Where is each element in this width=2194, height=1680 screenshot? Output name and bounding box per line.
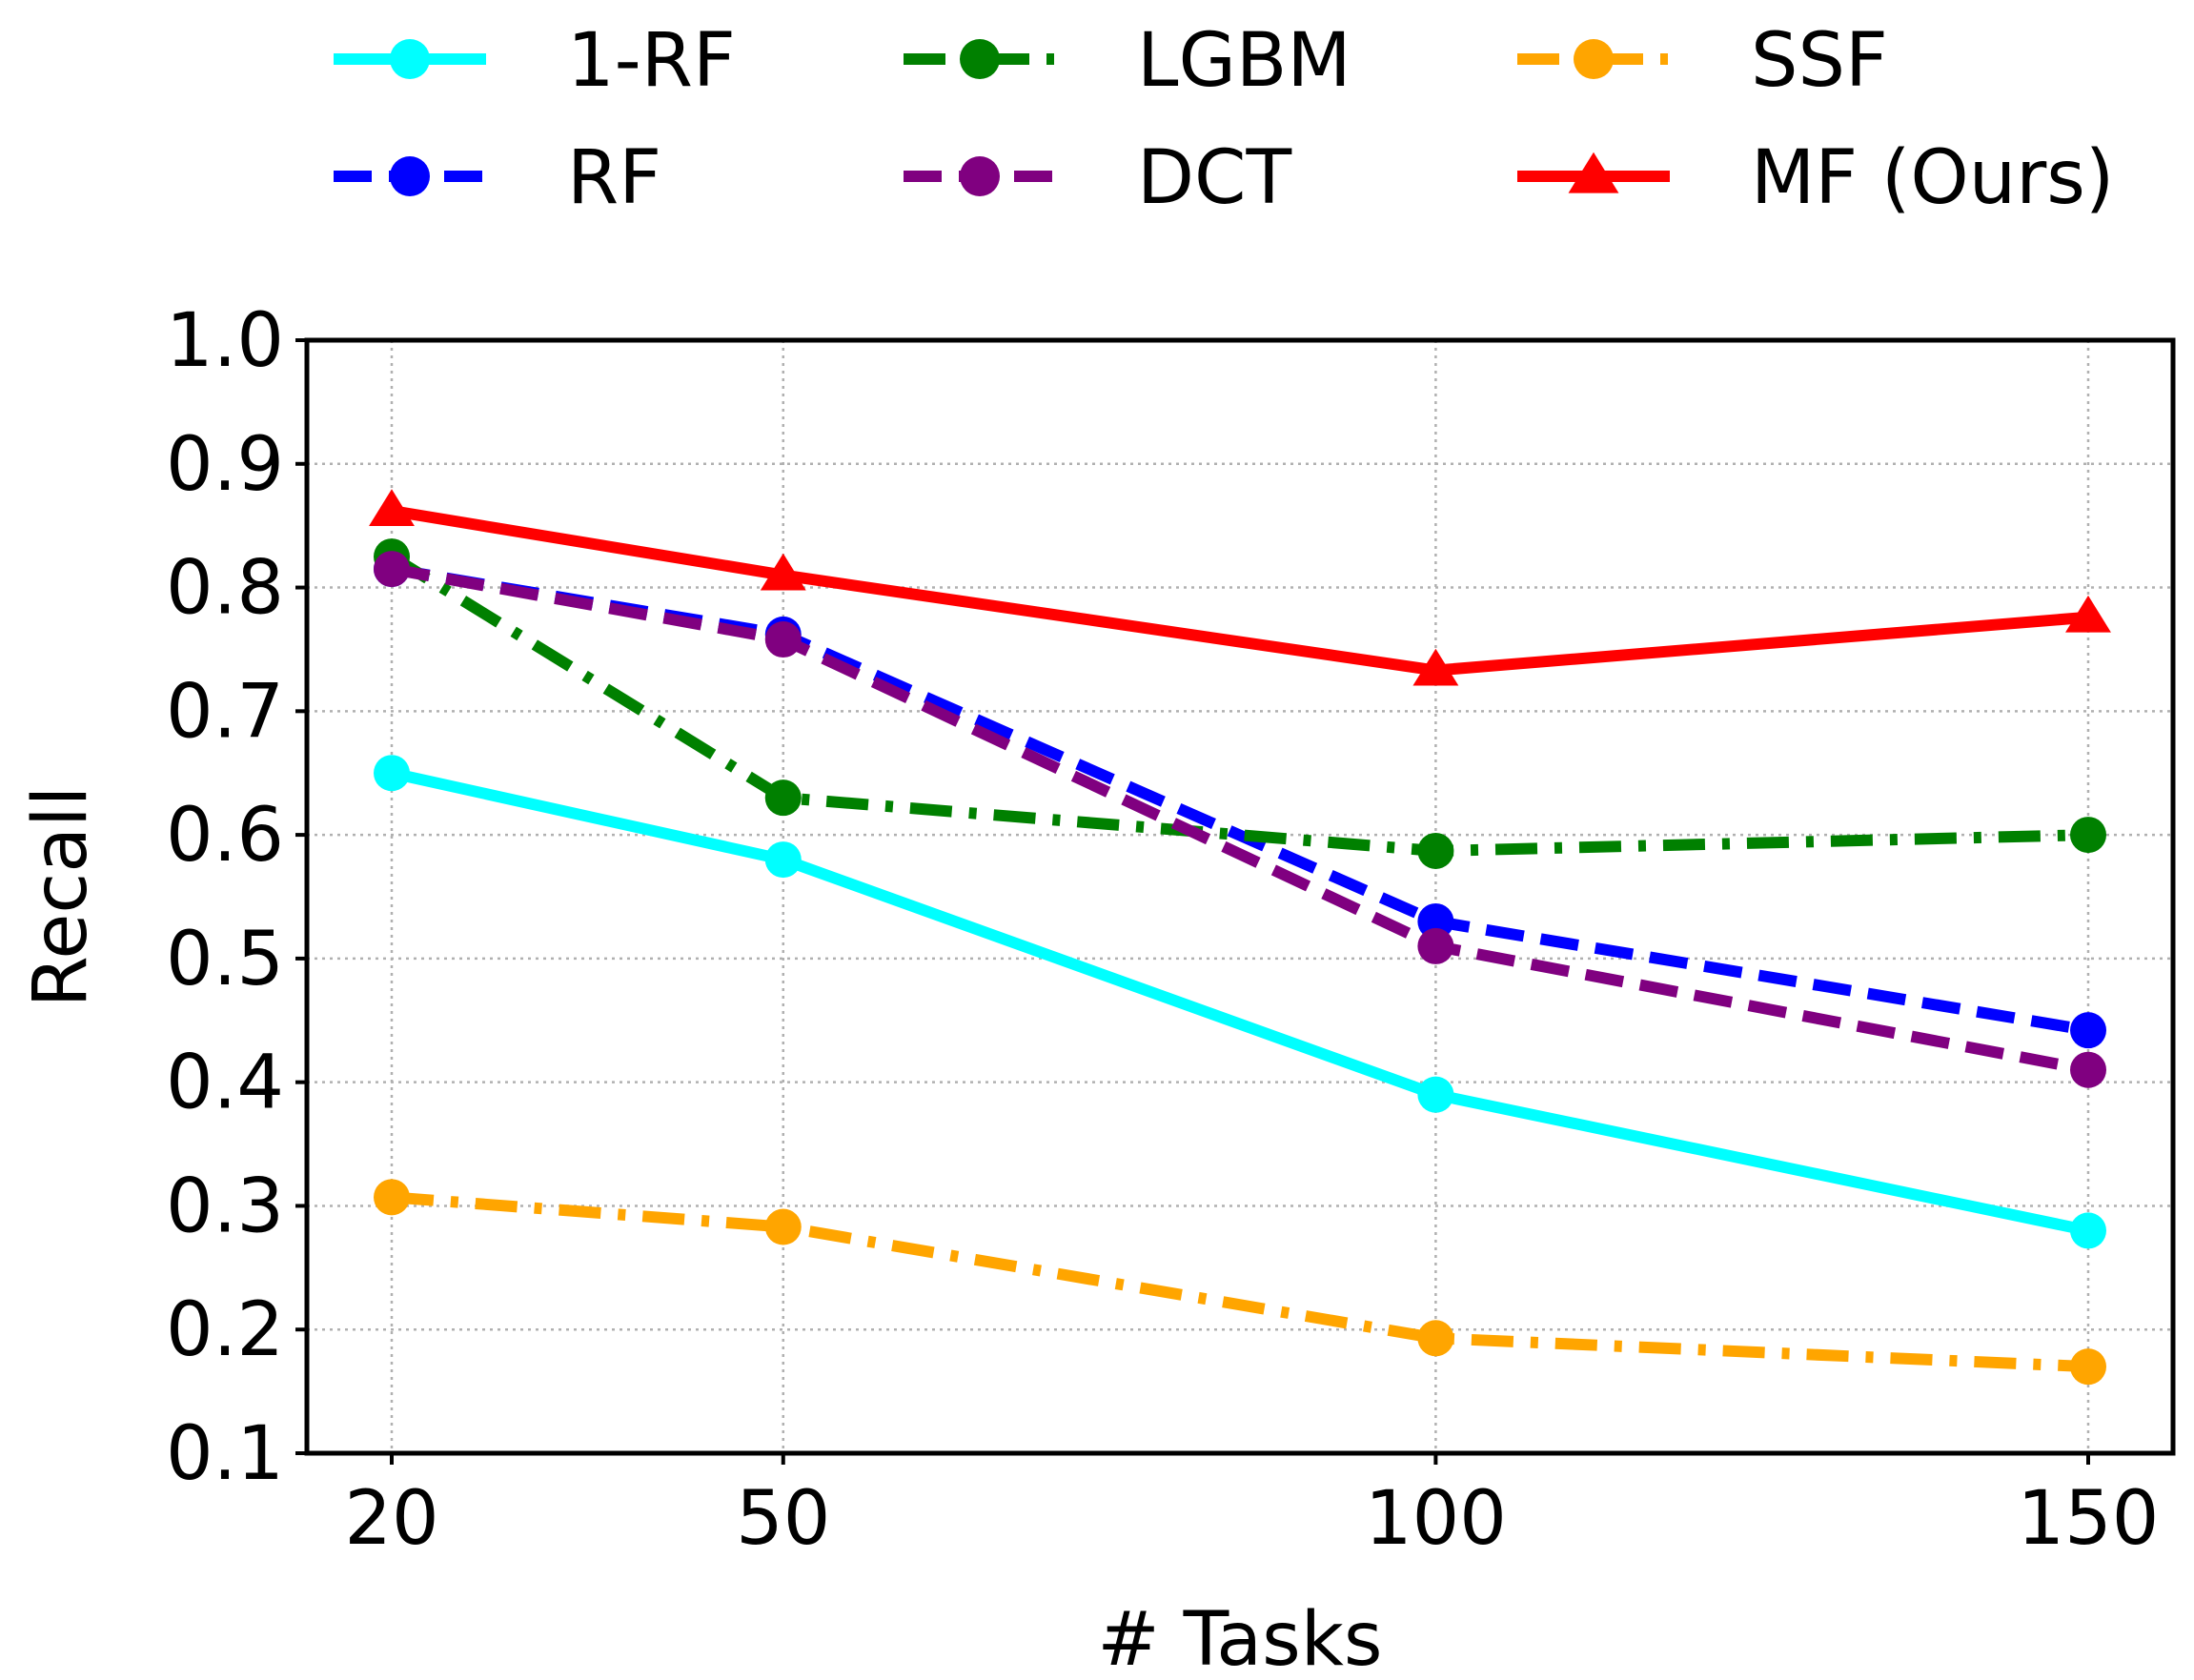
series-line-1-rf [390, 767, 2090, 1237]
data-point-mf-ours [2065, 595, 2111, 633]
x-tick-label: 50 [736, 1476, 830, 1562]
data-point-ssf [1417, 1320, 1454, 1357]
y-tick-label: 0.4 [166, 1041, 284, 1126]
data-point-rf [2070, 1012, 2106, 1049]
data-point-dct [374, 551, 410, 588]
y-tick-label: 0.7 [166, 669, 284, 755]
legend-item-1-rf: 1-RF [334, 18, 736, 104]
data-point-ssf [2070, 1348, 2106, 1386]
y-tick-label: 0.6 [166, 793, 284, 879]
legend-label-dct: DCT [1137, 135, 1292, 221]
y-tick-label: 0.5 [166, 917, 284, 1002]
data-point-dct [764, 621, 802, 658]
data-point-rf [1417, 902, 1454, 940]
series-layer [369, 489, 2111, 1386]
data-point-dct [2070, 1051, 2106, 1088]
legend-item-rf: RF [334, 135, 661, 221]
data-point-ssf [764, 1208, 802, 1245]
series-dct [374, 551, 2106, 1088]
y-tick-label: 0.9 [166, 422, 284, 508]
series-ssf [374, 1179, 2106, 1386]
legend-marker-dct [960, 156, 1000, 196]
x-tick-label: 100 [1365, 1476, 1507, 1562]
data-point-mf-ours [1412, 648, 1459, 686]
data-point-1-rf [1417, 1076, 1454, 1113]
legend-label-mf-ours: MF (Ours) [1751, 135, 2114, 221]
legend-marker-ssf [1574, 39, 1614, 79]
data-point-mf-ours [369, 489, 415, 527]
data-point-mf-ours [760, 553, 806, 591]
y-tick-label: 0.8 [166, 546, 284, 632]
series-line-ssf [391, 1191, 2089, 1373]
series-1-rf [374, 755, 2106, 1249]
series-lgbm [374, 538, 2106, 869]
grid [307, 338, 2173, 1455]
legend-label-lgbm: LGBM [1137, 18, 1351, 104]
series-line-lgbm [388, 552, 2089, 857]
data-point-1-rf [2070, 1212, 2106, 1249]
series-mf-ours [369, 489, 2111, 686]
series-line-dct [390, 563, 2090, 1076]
data-point-lgbm [764, 779, 802, 817]
data-point-ssf [374, 1179, 410, 1216]
legend-item-ssf: SSF [1517, 18, 1888, 104]
x-tick-label: 150 [2018, 1476, 2160, 1562]
plot-frame [304, 337, 2176, 1456]
legend-marker-lgbm [960, 39, 1000, 79]
y-tick-label: 0.1 [166, 1411, 284, 1497]
y-axis-title: Recall [18, 786, 104, 1008]
y-tick-label: 1.0 [166, 298, 284, 384]
y-tick-label: 0.3 [166, 1164, 284, 1249]
legend-label-rf: RF [567, 135, 661, 221]
legend-marker-rf [390, 156, 430, 196]
y-tick-label: 0.2 [166, 1287, 284, 1373]
legend-marker-1-rf [390, 39, 430, 79]
data-point-dct [1417, 927, 1454, 964]
legend-label-ssf: SSF [1751, 18, 1888, 104]
legend-item-dct: DCT [904, 135, 1292, 221]
y-axis-ticks: 0.1 0.2 0.3 0.4 0.5 0.6 0.7 0.8 0.9 1.0 [166, 298, 307, 1497]
data-point-1-rf [374, 755, 410, 792]
x-axis-ticks: 20 50 100 150 [344, 1453, 2159, 1562]
legend-item-lgbm: LGBM [904, 18, 1351, 104]
data-point-1-rf [764, 841, 802, 879]
legend: 1-RF RF LGBM DCT SSF MF (Ours) [334, 18, 2114, 221]
legend-marker-mf-ours [1568, 152, 1619, 193]
x-axis-title: # Tasks [1097, 1597, 1382, 1680]
series-rf [374, 551, 2106, 1049]
series-line-mf-ours [391, 505, 2089, 677]
x-tick-label: 20 [344, 1476, 438, 1562]
data-point-lgbm [1417, 832, 1454, 869]
legend-item-mf-ours: MF (Ours) [1517, 135, 2114, 221]
data-point-lgbm [2070, 817, 2106, 854]
legend-label-1-rf: 1-RF [567, 18, 736, 104]
